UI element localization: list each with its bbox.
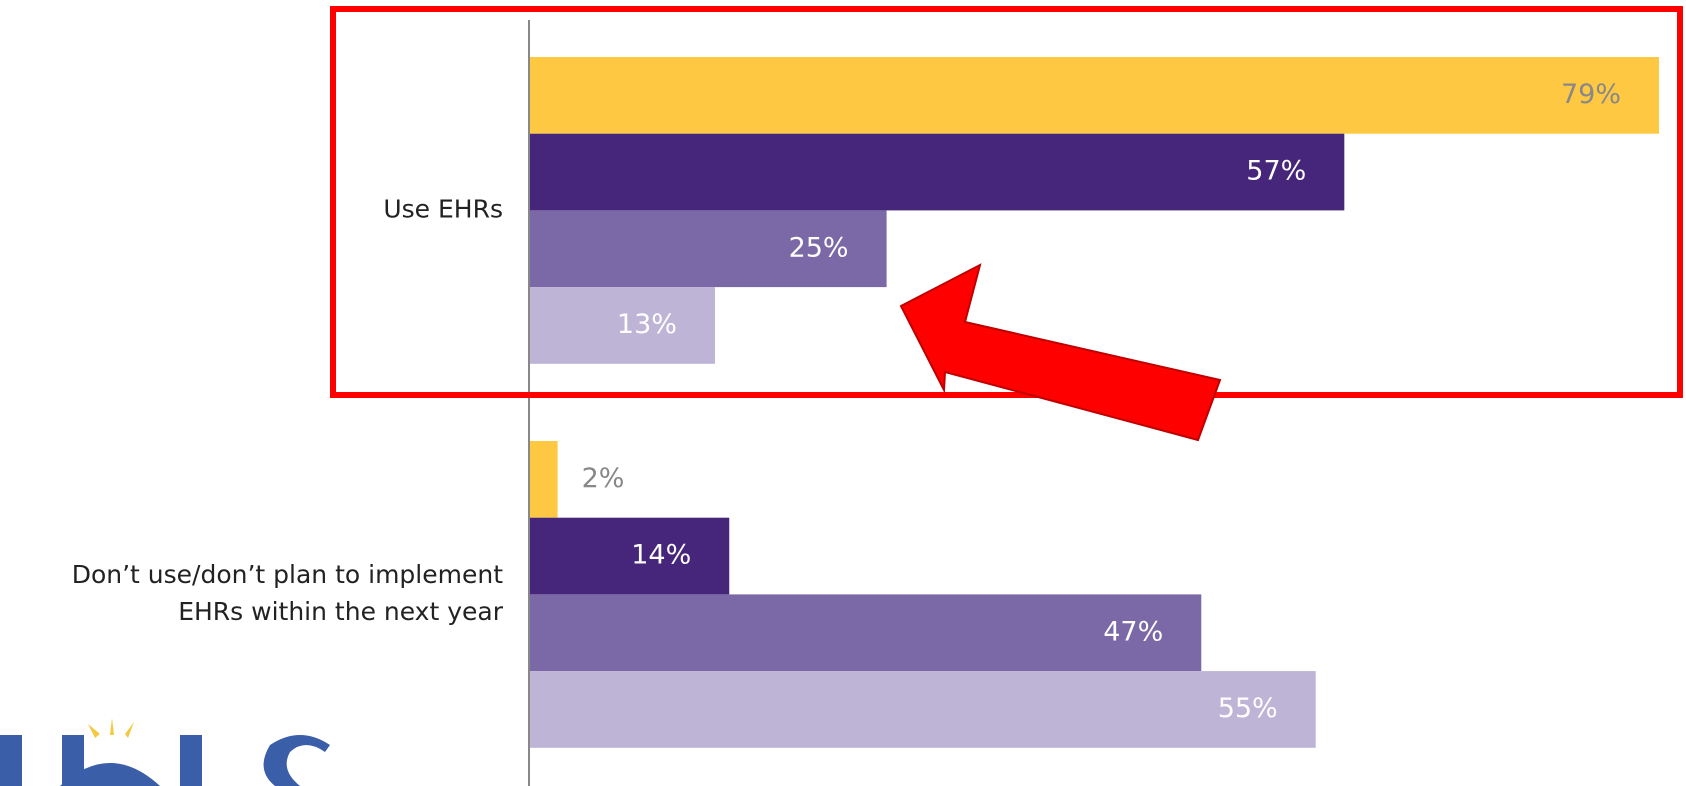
bar — [529, 671, 1316, 748]
value-label: 14% — [631, 540, 691, 571]
bar — [529, 517, 730, 595]
plot-area — [529, 57, 1659, 748]
value-label: 47% — [1103, 616, 1163, 647]
bar — [529, 594, 1202, 672]
value-label: 2% — [582, 463, 625, 494]
bar — [529, 210, 887, 288]
category-label: Use EHRs — [383, 194, 503, 223]
bar — [529, 57, 1659, 134]
category-line: Don’t use/don’t plan to implement — [72, 560, 504, 589]
category-label: Don’t use/don’t plan to implement EHRs wi… — [72, 560, 504, 626]
value-label: 25% — [789, 232, 849, 263]
bar — [529, 287, 715, 364]
bar — [529, 441, 558, 518]
value-label: 79% — [1561, 79, 1621, 110]
category-line: Use EHRs — [383, 194, 503, 223]
bar — [529, 133, 1345, 211]
highlight-box — [330, 6, 1683, 398]
category-line: EHRs within the next year — [178, 597, 504, 626]
value-label: 57% — [1246, 156, 1306, 187]
value-label: 55% — [1218, 693, 1278, 724]
arrow — [899, 263, 1222, 442]
logo — [0, 718, 330, 786]
value-label: 13% — [617, 309, 677, 340]
